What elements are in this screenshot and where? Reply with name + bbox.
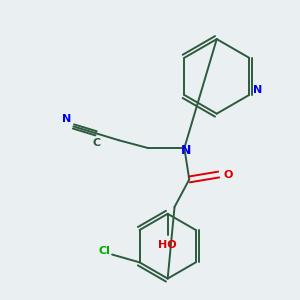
- Text: N: N: [181, 143, 191, 157]
- Text: N: N: [253, 85, 262, 95]
- Text: N: N: [62, 113, 71, 124]
- Text: O: O: [224, 169, 233, 179]
- Text: C: C: [93, 138, 101, 148]
- Text: HO: HO: [158, 240, 177, 250]
- Text: Cl: Cl: [98, 246, 110, 256]
